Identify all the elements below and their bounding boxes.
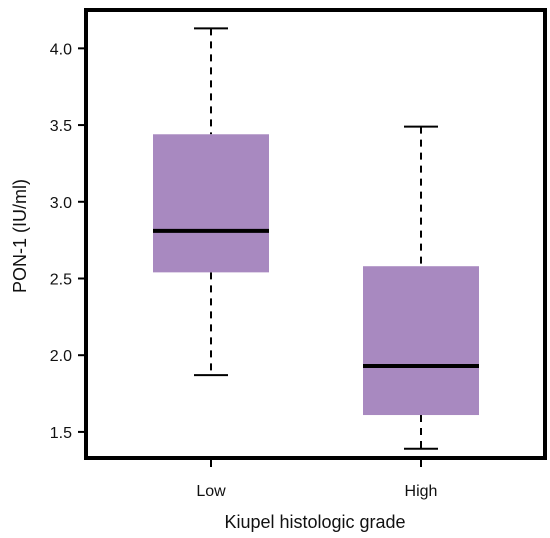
y-tick-label: 2.0 <box>50 348 72 365</box>
x-tick-label: High <box>405 483 438 500</box>
plot-frame <box>84 8 547 460</box>
y-tick-label: 2.5 <box>50 271 72 288</box>
y-axis-title: PON-1 (IU/ml) <box>10 179 30 293</box>
box-low <box>153 134 269 273</box>
y-tick-label: 3.0 <box>50 195 72 212</box>
y-tick-label: 4.0 <box>50 41 72 58</box>
y-tick-label: 1.5 <box>50 425 72 442</box>
box-high <box>363 266 479 416</box>
x-tick-label: Low <box>196 483 226 500</box>
y-tick-label: 3.5 <box>50 118 72 135</box>
plot-area: 1.5 2.0 2.5 3.0 3.5 4.0 Low High <box>50 27 479 500</box>
x-axis-title: Kiupel histologic grade <box>224 512 405 532</box>
